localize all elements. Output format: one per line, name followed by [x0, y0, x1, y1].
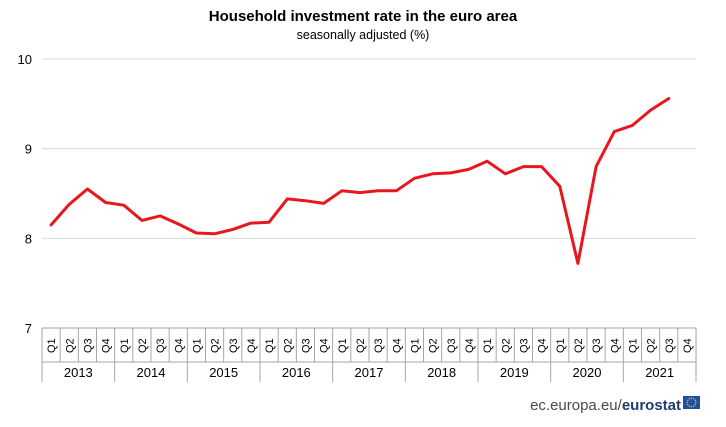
x-tick-label: Q1 [264, 338, 276, 353]
x-tick-label: Q4 [173, 338, 185, 353]
x-tick-label: Q3 [82, 338, 94, 353]
y-tick-label: 7 [25, 321, 32, 336]
star-icon [695, 401, 697, 404]
x-tick-label: Q2 [573, 338, 585, 353]
x-tick-label: Q4 [464, 338, 476, 353]
x-tick-label: Q2 [355, 338, 367, 353]
y-tick-label: 8 [25, 231, 32, 246]
x-tick-label: Q1 [191, 338, 203, 353]
x-tick-label: Q4 [101, 338, 113, 353]
star-icon [692, 398, 695, 400]
x-tick-label: Q1 [119, 338, 131, 353]
chart-subtitle: seasonally adjusted (%) [297, 28, 430, 42]
gridlines [42, 58, 696, 329]
x-year-label: 2021 [645, 365, 674, 380]
x-tick-label: Q1 [337, 338, 349, 353]
x-year-label: 2015 [209, 365, 238, 380]
star-icon [687, 399, 689, 402]
svg-text:ec.europa.eu/eurostat: ec.europa.eu/eurostat [530, 397, 681, 414]
y-tick-label: 9 [25, 142, 32, 157]
x-tick-label: Q3 [664, 338, 676, 353]
x-tick-label: Q3 [518, 338, 530, 353]
x-tick-label: Q3 [373, 338, 385, 353]
star-icon [687, 403, 689, 406]
star-icon [686, 401, 688, 404]
chart-title: Household investment rate in the euro ar… [209, 8, 518, 25]
x-tick-label: Q1 [555, 338, 567, 353]
x-tick-label: Q2 [64, 338, 76, 353]
x-tick-label: Q3 [446, 338, 458, 353]
x-year-label: 2013 [64, 365, 93, 380]
x-tick-label: Q2 [428, 338, 440, 353]
x-tick-label: Q4 [246, 338, 258, 353]
source-brand: eurostat [622, 397, 681, 414]
x-year-label: 2019 [500, 365, 529, 380]
series-line [49, 97, 671, 265]
x-tick-label: Q1 [627, 338, 639, 353]
star-icon [688, 398, 691, 400]
x-tick-label: Q3 [591, 338, 603, 353]
star-icon [690, 406, 693, 408]
x-tick-label: Q4 [391, 338, 403, 353]
x-tick-label: Q4 [609, 338, 621, 353]
x-tick-label: Q2 [646, 338, 658, 353]
x-year-label: 2016 [282, 365, 311, 380]
source-site: ec.europa.eu/ [530, 397, 623, 414]
x-year-label: 2020 [573, 365, 602, 380]
x-tick-label: Q3 [228, 338, 240, 353]
x-tick-label: Q1 [482, 338, 494, 353]
x-tick-label: Q2 [500, 338, 512, 353]
x-axis: Q1 Q2 Q3 Q4 Q1 Q2 Q3 Q4 Q1 Q2 Q3 Q4 Q1 Q2 Q3 Q4 Q1 Q2 Q3 Q4… [41, 327, 697, 382]
eu-flag-icon [683, 396, 700, 409]
star-icon [692, 405, 695, 407]
x-year-label: 2017 [355, 365, 384, 380]
x-tick-label: Q2 [210, 338, 222, 353]
x-tick-label: Q2 [282, 338, 294, 353]
star-icon [694, 403, 696, 406]
star-icon [690, 397, 693, 399]
x-year-label: 2014 [137, 365, 166, 380]
x-tick-label: Q3 [300, 338, 312, 353]
x-tick-label: Q4 [319, 338, 331, 353]
x-tick-label: Q4 [537, 338, 549, 353]
y-tick-label: 10 [18, 52, 32, 67]
x-tick-label: Q2 [137, 338, 149, 353]
y-axis: 7 8 9 10 [18, 52, 32, 336]
x-tick-label: Q3 [155, 338, 167, 353]
series-layer [49, 97, 671, 265]
x-tick-label: Q1 [409, 338, 421, 353]
x-year-label: 2018 [427, 365, 456, 380]
source-credit: ec.europa.eu/eurostat [530, 396, 700, 414]
star-icon [694, 399, 696, 402]
x-tick-label: Q4 [682, 338, 694, 353]
x-tick-label: Q1 [46, 338, 58, 353]
star-icon [688, 405, 691, 407]
